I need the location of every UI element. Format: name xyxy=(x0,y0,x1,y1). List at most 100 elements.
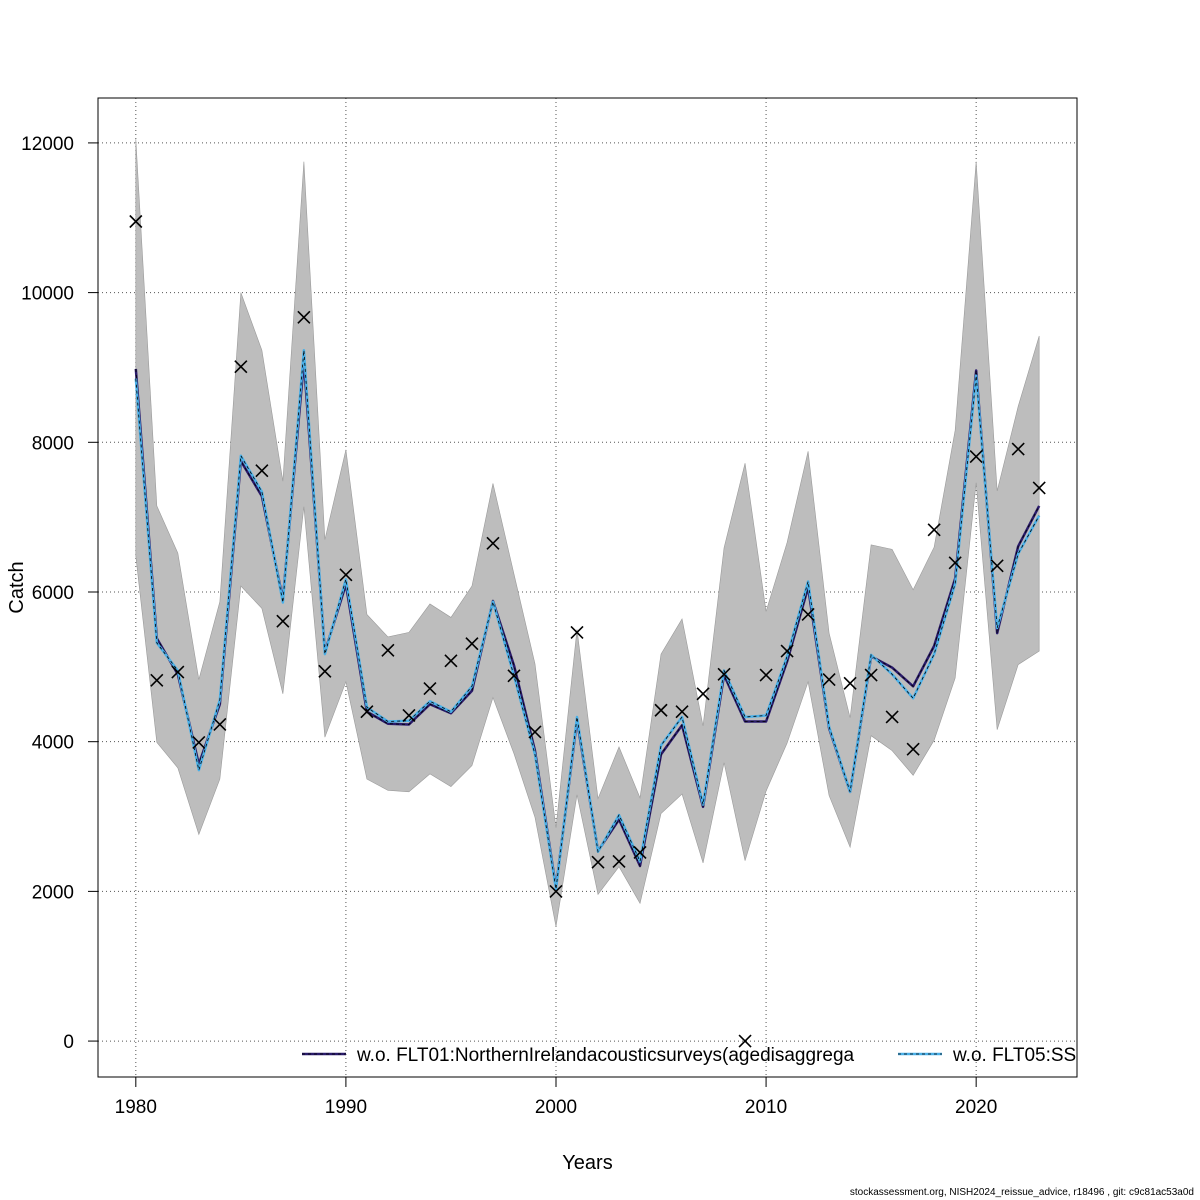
observed-point-stroke xyxy=(717,667,731,681)
observed-point xyxy=(444,654,458,668)
observed-point-stroke xyxy=(801,607,815,622)
observed-point xyxy=(507,669,521,683)
observed-point xyxy=(549,884,563,898)
observed-point-stroke xyxy=(864,668,878,682)
observed-point xyxy=(864,668,878,682)
observed-point xyxy=(402,708,416,723)
observed-point xyxy=(276,614,290,628)
observed-point-stroke xyxy=(192,735,206,749)
observed-point xyxy=(339,568,353,582)
observed-point xyxy=(675,705,689,719)
observed-point xyxy=(234,360,248,374)
legend-label: w.o. FLT01:NorthernIrelandacousticsurvey… xyxy=(356,1045,855,1066)
observed-point-stroke xyxy=(906,742,920,756)
observed-point xyxy=(927,523,941,537)
observed-point-stroke xyxy=(507,669,521,683)
y-tick-label: 8000 xyxy=(32,433,74,454)
observed-point xyxy=(1011,442,1025,456)
confidence-band xyxy=(135,139,1040,927)
y-tick-label: 0 xyxy=(63,1032,74,1053)
legend-items: w.o. FLT01:NorthernIrelandacousticsurvey… xyxy=(302,1045,1076,1066)
observed-point xyxy=(1032,481,1046,495)
observed-point xyxy=(822,672,836,687)
observed-point xyxy=(654,703,668,717)
observed-point xyxy=(738,1034,752,1048)
observed-point xyxy=(885,710,899,724)
observed-point-stroke xyxy=(318,664,332,678)
observed-point-stroke xyxy=(1032,481,1046,495)
observed-point-stroke xyxy=(654,703,668,717)
observed-point-stroke xyxy=(843,676,857,690)
observed-point-stroke xyxy=(171,665,185,679)
legend-item-2: w.o. FLT05:SS xyxy=(898,1045,1076,1066)
legend-item-1: w.o. FLT01:NorthernIrelandacousticsurvey… xyxy=(302,1045,855,1066)
x-tick-label: 1980 xyxy=(115,1097,157,1118)
confidence-band-layer xyxy=(135,139,1040,927)
observed-point xyxy=(759,668,773,682)
observed-point-stroke xyxy=(1011,442,1025,456)
observed-point xyxy=(990,559,1004,573)
legend: w.o. FLT01:NorthernIrelandacousticsurvey… xyxy=(302,1045,1076,1066)
x-axis-title: Years xyxy=(562,1152,612,1174)
observed-point xyxy=(297,310,311,324)
observed-point-stroke xyxy=(990,559,1004,573)
plot-frame xyxy=(97,97,1078,1078)
observed-point-stroke xyxy=(339,568,353,582)
observed-point xyxy=(486,536,500,550)
observed-point xyxy=(591,855,605,869)
x-tick-label: 2010 xyxy=(745,1097,787,1118)
observed-point xyxy=(948,556,962,570)
observed-point xyxy=(969,449,983,464)
observed-point xyxy=(255,464,269,478)
observed-point xyxy=(696,687,710,701)
observed-point-stroke xyxy=(885,710,899,724)
observed-point-stroke xyxy=(738,1034,752,1048)
observed-point xyxy=(213,717,227,732)
observed-point-stroke xyxy=(213,717,227,732)
observed-point-stroke xyxy=(234,360,248,374)
observed-point-stroke xyxy=(612,854,626,869)
observed-point-stroke xyxy=(696,687,710,701)
observed-point xyxy=(171,665,185,679)
series-lines-layer xyxy=(134,348,1041,891)
y-tick-label: 6000 xyxy=(32,583,74,604)
observed-point-stroke xyxy=(528,725,542,739)
observed-point-stroke xyxy=(255,464,269,478)
axes: 1980 1990 2000 2010 2020 0 2000 4000 6000 8000 100… xyxy=(21,134,997,1118)
observed-point xyxy=(465,637,479,651)
observed-point xyxy=(801,607,815,622)
legend-label: w.o. FLT05:SS xyxy=(952,1045,1076,1066)
observed-point xyxy=(780,644,794,658)
observed-point-stroke xyxy=(486,536,500,550)
observed-point-stroke xyxy=(759,668,773,682)
y-tick-label: 4000 xyxy=(32,733,74,754)
observed-point xyxy=(423,681,437,696)
observed-point-stroke xyxy=(633,845,647,860)
observed-point xyxy=(381,643,395,657)
y-tick-label: 2000 xyxy=(32,882,74,903)
observed-point-stroke xyxy=(381,643,395,657)
observed-point-stroke xyxy=(591,855,605,869)
observed-point xyxy=(150,673,164,687)
y-tick-label: 12000 xyxy=(21,134,74,155)
y-tick-label: 10000 xyxy=(21,284,74,305)
observed-point-stroke xyxy=(444,654,458,668)
series-line-dash-2 xyxy=(135,350,1040,890)
observed-point-stroke xyxy=(822,672,836,687)
observed-point xyxy=(717,667,731,681)
observed-point-stroke xyxy=(465,637,479,651)
series-line-dash-1 xyxy=(135,361,1040,888)
observed-point-stroke xyxy=(423,681,437,696)
observed-point-stroke xyxy=(402,708,416,723)
observed-point xyxy=(633,845,647,860)
observed-point xyxy=(612,854,626,869)
observed-point xyxy=(843,676,857,690)
observed-point-stroke xyxy=(297,310,311,324)
observed-point-stroke xyxy=(129,214,143,229)
observed-point-stroke xyxy=(927,523,941,537)
observed-point-stroke xyxy=(549,884,563,898)
observed-point xyxy=(192,735,206,749)
observed-point-stroke xyxy=(675,705,689,719)
observed-point xyxy=(906,742,920,756)
